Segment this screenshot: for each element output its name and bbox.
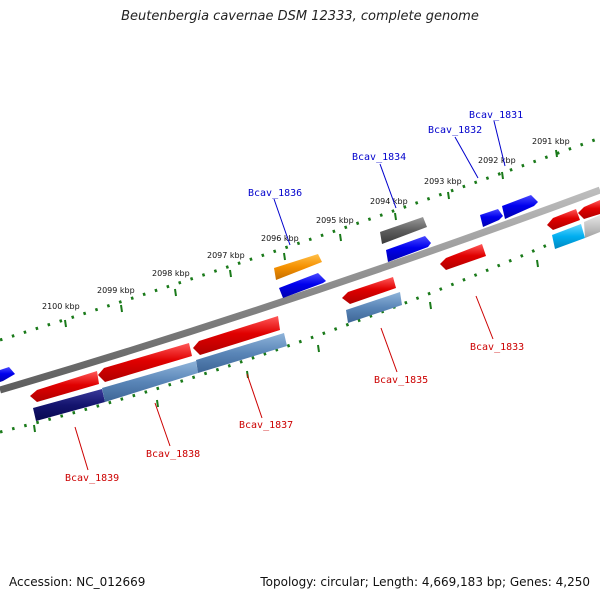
leader-line	[380, 327, 398, 373]
gene-bcav-1839[interactable]	[30, 371, 99, 402]
leader-line	[154, 402, 171, 447]
gene-bcav-1831[interactable]	[502, 195, 538, 219]
gene-label-bcav-1839[interactable]: Bcav_1839	[65, 473, 119, 484]
leader-line	[246, 373, 263, 419]
ruler-tick	[394, 212, 397, 221]
ruler-tick	[555, 149, 558, 158]
ruler-label: 2096 kbp	[261, 234, 299, 243]
genome-backbone	[0, 186, 600, 394]
gene-bcav-1838[interactable]	[98, 343, 192, 382]
leader-line	[273, 198, 291, 246]
gene-red-right-2[interactable]	[578, 200, 600, 219]
gene-label-bcav-1832[interactable]: Bcav_1832	[428, 125, 482, 136]
ruler-tick	[447, 191, 450, 200]
inner-tick	[317, 344, 320, 353]
gene-label-bcav-1834[interactable]: Bcav_1834	[352, 152, 406, 163]
leader-line	[454, 136, 479, 179]
gene-cyan-right[interactable]	[552, 224, 585, 249]
ruler-labels: 2100 kbp 2099 kbp 2098 kbp 2097 kbp 2096…	[42, 137, 570, 311]
ruler-label: 2097 kbp	[207, 251, 245, 260]
gene-bcav-1840-partial[interactable]	[0, 367, 15, 382]
forward-leader-lines	[273, 120, 506, 246]
outer-ruler-track	[0, 136, 600, 342]
gene-bcav-1832[interactable]	[480, 209, 503, 227]
ruler-label: 2095 kbp	[316, 216, 354, 225]
leader-line	[74, 426, 89, 471]
gene-bcav-1834-gray[interactable]	[380, 217, 427, 244]
gene-label-bcav-1833[interactable]: Bcav_1833	[470, 342, 524, 353]
gene-bcav-1837-lower[interactable]	[196, 333, 287, 373]
ruler-tick	[64, 319, 67, 328]
gene-label-bcav-1838[interactable]: Bcav_1838	[146, 449, 200, 460]
gene-bcav-1838-lower[interactable]	[102, 361, 198, 402]
map-title: Beutenbergia cavernae DSM 12333, complet…	[121, 9, 479, 24]
gene-bcav-1836[interactable]	[279, 273, 326, 298]
ruler-tick	[120, 304, 123, 313]
genome-summary: Topology: circular; Length: 4,669,183 bp…	[260, 575, 590, 589]
reverse-leader-lines	[74, 295, 494, 471]
ruler-label: 2091 kbp	[532, 137, 570, 146]
gene-lightgray-right[interactable]	[584, 215, 600, 238]
ruler-tick	[501, 171, 504, 180]
ruler-label: 2093 kbp	[424, 177, 462, 186]
gene-bcav-1833[interactable]	[440, 244, 486, 270]
leader-line	[475, 295, 494, 340]
ruler-major-ticks	[64, 149, 558, 328]
gene-label-bcav-1835[interactable]: Bcav_1835	[374, 375, 428, 386]
ruler-label: 2099 kbp	[97, 286, 135, 295]
gene-bcav-1837[interactable]	[193, 316, 280, 355]
gene-label-bcav-1837[interactable]: Bcav_1837	[239, 420, 293, 431]
forward-strand-genes	[0, 195, 538, 382]
gene-label-bcav-1836[interactable]: Bcav_1836	[248, 188, 302, 199]
reverse-gene-labels: Bcav_1839 Bcav_1838 Bcav_1837 Bcav_1835 …	[65, 342, 524, 484]
inner-major-ticks	[33, 259, 539, 433]
forward-gene-labels: Bcav_1836 Bcav_1834 Bcav_1832 Bcav_1831	[248, 110, 523, 199]
inner-tick	[429, 301, 432, 310]
inner-tick	[156, 399, 159, 408]
leader-line	[379, 163, 397, 209]
gene-bcav-1836-orange[interactable]	[274, 254, 322, 280]
ruler-tick	[283, 252, 286, 261]
gene-bcav-1835-lower[interactable]	[346, 292, 402, 323]
ruler-label: 2098 kbp	[152, 269, 190, 278]
ruler-tick	[339, 233, 342, 242]
leader-line	[493, 120, 506, 167]
gene-bcav-1834[interactable]	[386, 236, 431, 262]
ruler-label: 2094 kbp	[370, 197, 408, 206]
inner-tick	[33, 424, 36, 433]
ruler-tick	[174, 288, 177, 297]
ruler-label: 2092 kbp	[478, 156, 516, 165]
gene-bcav-1839-lower[interactable]	[33, 389, 105, 421]
reverse-strand-genes	[30, 200, 600, 421]
ruler-label: 2100 kbp	[42, 302, 80, 311]
inner-tick	[536, 259, 539, 268]
accession-label: Accession: NC_012669	[9, 575, 146, 589]
ruler-tick	[229, 269, 232, 278]
gene-bcav-1835[interactable]	[342, 277, 396, 304]
gene-red-right-1[interactable]	[547, 209, 580, 230]
gene-label-bcav-1831[interactable]: Bcav_1831	[469, 110, 523, 121]
